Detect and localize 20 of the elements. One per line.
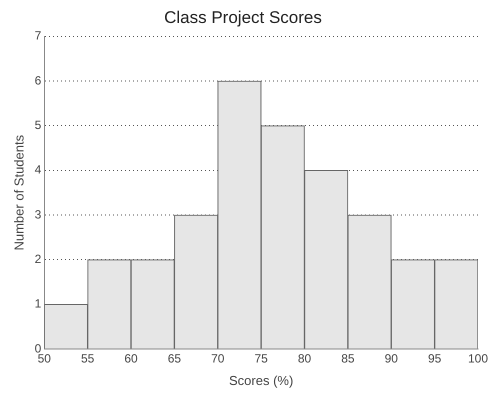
y-tick-label: 7 [34,28,42,43]
y-tick-label: 2 [34,252,42,266]
x-tick-label: 80 [298,352,312,366]
x-tick-label: 70 [211,352,225,366]
y-axis-title: Number of Students [11,134,26,251]
x-tick-label: 85 [341,352,355,366]
y-tick-label: 4 [34,162,42,177]
x-axis-title: Scores (%) [228,372,294,388]
x-tick-label: 90 [384,352,398,366]
y-tick-label: 1 [34,296,42,311]
x-tick-label: 75 [254,352,268,366]
y-tick-label: 5 [34,118,42,132]
y-tick-label: 3 [34,207,42,222]
chart-title: Class Project Scores [164,8,322,27]
y-tick-label: 6 [34,73,42,88]
x-tick-label: 100 [468,352,488,366]
x-tick-label: 65 [168,352,182,366]
x-tick-label: 60 [124,352,138,366]
x-tick-label: 55 [80,352,95,366]
x-tick-label: 95 [428,352,442,366]
